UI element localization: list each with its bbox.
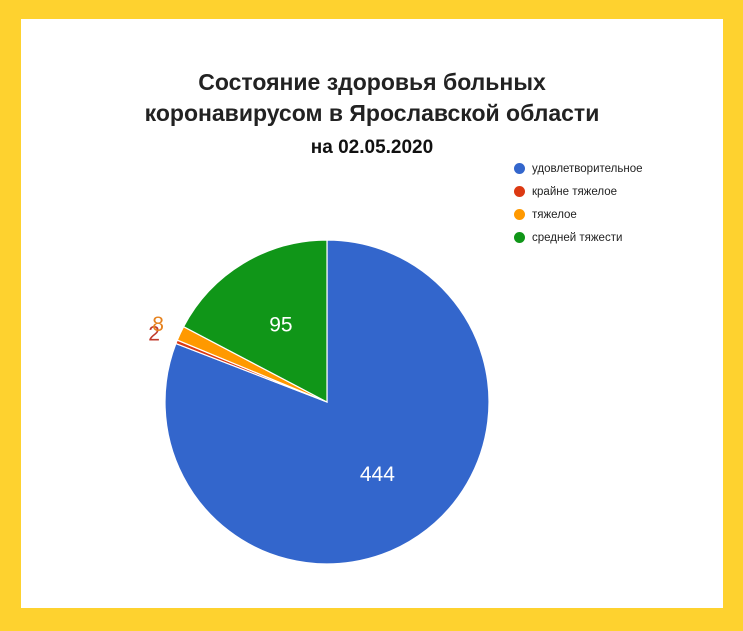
legend-swatch [514, 209, 525, 220]
chart-legend: удовлетворительное крайне тяжелое тяжело… [514, 157, 643, 249]
legend-swatch [514, 232, 525, 243]
pie-slice-label: 8 [152, 313, 164, 336]
pie-slice-label: 2 [148, 323, 160, 346]
chart-subtitle: на 02.05.2020 [310, 137, 434, 158]
legend-label: крайне тяжелое [532, 185, 618, 198]
chart-title: Состояние здоровья больных коронавирусом… [21, 67, 723, 129]
legend-item: удовлетворительное [514, 157, 643, 180]
legend-item: тяжелое [514, 203, 643, 226]
legend-item: средней тяжести [514, 226, 643, 249]
legend-swatch [514, 186, 525, 197]
legend-swatch [514, 163, 525, 174]
pie-slice-label: 95 [269, 313, 292, 336]
pie-chart: 444 28 95 [148, 239, 490, 565]
legend-item: крайне тяжелое [514, 180, 643, 203]
legend-label: удовлетворительное [532, 162, 643, 175]
chart-title-line-2: коронавирусом в Ярославской области [144, 100, 600, 126]
pie-slice-label: 444 [360, 463, 395, 486]
legend-label: средней тяжести [532, 231, 623, 244]
pie-slice [182, 239, 328, 403]
chart-card: Состояние здоровья больных коронавирусом… [21, 19, 723, 608]
legend-label: тяжелое [532, 208, 577, 221]
chart-title-line-1: Состояние здоровья больных [198, 69, 546, 95]
